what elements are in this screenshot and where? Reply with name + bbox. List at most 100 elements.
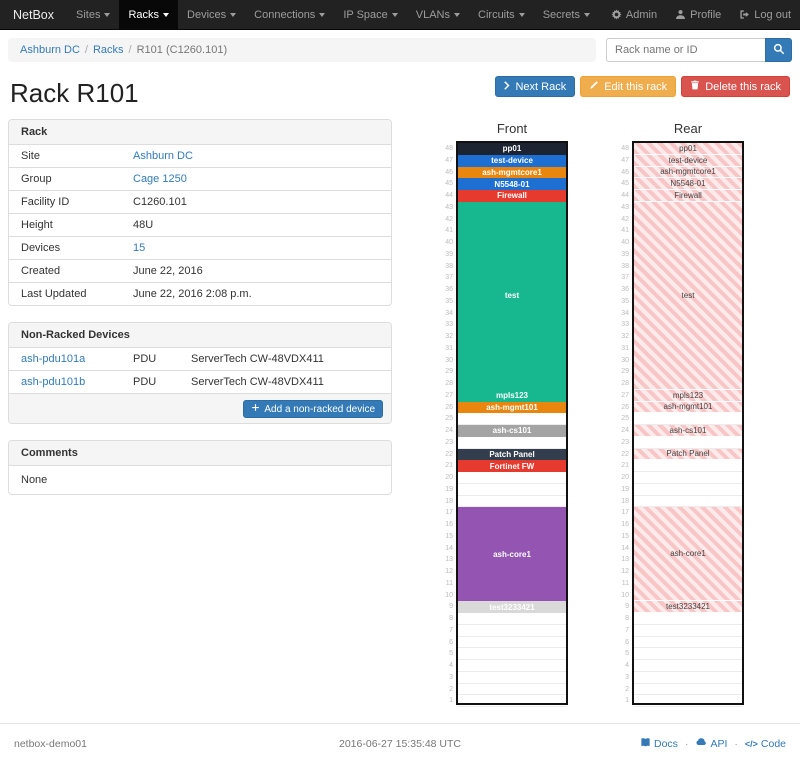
device-firewall-rear[interactable]: Firewall (634, 190, 742, 202)
nav-item-racks[interactable]: Racks (119, 0, 179, 29)
nav-item-vlans[interactable]: VLANs (407, 0, 469, 29)
device-test-front[interactable]: test (458, 201, 566, 390)
nav-item-profile[interactable]: Profile (666, 0, 730, 29)
next-rack-button[interactable]: Next Rack (495, 76, 576, 97)
unit-number: 36 (621, 286, 629, 293)
nav-item-devices[interactable]: Devices (178, 0, 245, 29)
rear-elevation: Rear 48 47 46 45 44 43 42 41 40 39 38 37 36 35 34 33 32 3… (616, 121, 744, 707)
breadcrumb-item-racks[interactable]: Racks (92, 44, 124, 56)
device-ash-cs101-rear[interactable]: ash-cs101 (634, 425, 742, 437)
device-ash-mgmtcore1-front[interactable]: ash-mgmtcore1 (458, 166, 566, 179)
device-pp01-front[interactable]: pp01 (458, 143, 566, 155)
rack-slot-u6 (458, 637, 566, 649)
footer-links: Docs · API · </> Code (545, 736, 786, 751)
footer-link-api[interactable]: API (695, 736, 727, 751)
unit-number: 7 (625, 626, 629, 634)
device-ash-mgmt101-rear[interactable]: ash-mgmt101 (634, 401, 742, 414)
unit-number: 15 (445, 532, 453, 540)
device-test3233421-rear[interactable]: test3233421 (634, 601, 742, 613)
unit-number: 14 (445, 544, 453, 552)
unit-number: 35 (621, 297, 629, 305)
device-role: PDU (133, 353, 157, 365)
comments-panel: Comments None (8, 440, 392, 495)
attr-label: Group (21, 173, 52, 185)
cloud-icon (695, 736, 707, 751)
nav-item-secrets[interactable]: Secrets (534, 0, 599, 29)
unit-number-gutter: 48 47 46 45 44 43 42 41 40 39 38 37 36 35 34 33 32 31 30 29… (616, 141, 632, 707)
rack-slot-u5 (458, 648, 566, 660)
edit-rack-button[interactable]: Edit this rack (580, 76, 677, 97)
device-firewall-front[interactable]: Firewall (458, 190, 566, 202)
rear-rack-box: pp01 test-device ash-mgmtcore1 N5548-01 Fire… (632, 141, 744, 707)
unit-number: 46 (621, 168, 629, 176)
footer-link-separator: · (684, 737, 689, 750)
page-footer: netbox-demo01 2016-06-27 15:35:48 UTC Do… (0, 723, 800, 773)
footer-link-docs[interactable]: Docs (640, 737, 678, 751)
nav-item-connections[interactable]: Connections (245, 0, 334, 29)
attr-value[interactable]: Cage 1250 (133, 173, 187, 185)
device-mpls123-rear[interactable]: mpls123 (634, 389, 742, 402)
left-column: Rack Site Ashburn DC Group Cage 1250 Facilit… (8, 119, 392, 707)
nav-item-admin[interactable]: Admin (602, 0, 666, 29)
device-patch-panel-front[interactable]: Patch Panel (458, 448, 566, 461)
footer-link-code[interactable]: </> Code (745, 738, 786, 750)
device-link[interactable]: ash-pdu101a (21, 353, 86, 365)
unit-number: 40 (621, 239, 629, 246)
rack-search (606, 38, 792, 62)
next-rack-label: Next Rack (515, 80, 567, 93)
unit-number: 2 (625, 685, 629, 693)
device-ash-mgmt101-front[interactable]: ash-mgmt101 (458, 401, 566, 414)
unit-number: 6 (625, 638, 629, 646)
device-ash-mgmtcore1-rear[interactable]: ash-mgmtcore1 (634, 166, 742, 179)
device-mpls123-front[interactable]: mpls123 (458, 389, 566, 402)
device-ash-cs101-front[interactable]: ash-cs101 (458, 425, 566, 437)
add-non-racked-button[interactable]: Add a non-racked device (243, 400, 383, 418)
page-head: Rack R101 Next Rack Edit this rack Delet… (10, 70, 790, 109)
rack-slot-u23 (458, 437, 566, 449)
unit-number: 39 (445, 250, 453, 258)
device-fortinet-fw-front[interactable]: Fortinet FW (458, 460, 566, 472)
nav-item-sites[interactable]: Sites (67, 0, 119, 29)
attr-value[interactable]: 15 (133, 242, 146, 254)
device-ash-core1-front[interactable]: ash-core1 (458, 507, 566, 602)
device-test3233421-front[interactable]: test3233421 (458, 601, 566, 613)
breadcrumb-item-ashburn-dc[interactable]: Ashburn DC (20, 44, 80, 56)
device-ash-core1-rear[interactable]: ash-core1 (634, 507, 742, 602)
app-brand[interactable]: NetBox (13, 7, 54, 22)
device-link[interactable]: ash-pdu101b (21, 376, 86, 388)
unit-number: 25 (445, 415, 453, 423)
front-elevation: Front 48 47 46 45 44 43 42 41 40 39 38 37 36 35 34 33 32… (440, 121, 568, 707)
unit-number: 30 (445, 356, 453, 364)
device-pp01-rear[interactable]: pp01 (634, 143, 742, 155)
device-test-device-front[interactable]: test-device (458, 154, 566, 167)
search-input[interactable] (606, 38, 765, 62)
nav-item-log-out[interactable]: Log out (730, 0, 800, 29)
unit-number: 10 (621, 591, 629, 599)
book-icon (640, 737, 651, 751)
device-n5548-01-front[interactable]: N5548-01 (458, 178, 566, 190)
non-racked-panel: Non-Racked Devices ash-pdu101a PDU ServerT… (8, 322, 392, 424)
user-icon (675, 9, 686, 20)
unit-number: 31 (621, 344, 629, 352)
breadcrumb-separator: / (84, 44, 88, 56)
unit-number: 17 (621, 509, 629, 517)
search-button[interactable] (765, 38, 792, 62)
unit-number: 9 (625, 603, 629, 611)
footer-timestamp: 2016-06-27 15:35:48 UTC (339, 737, 461, 750)
device-test-device-rear[interactable]: test-device (634, 154, 742, 167)
unit-number: 6 (449, 638, 453, 646)
attr-value[interactable]: Ashburn DC (133, 150, 193, 162)
unit-number: 47 (445, 156, 453, 164)
device-n5548-01-rear[interactable]: N5548-01 (634, 178, 742, 190)
device-type: ServerTech CW-48VDX411 (191, 376, 324, 388)
nav-item-label: Log out (754, 8, 791, 21)
unit-number: 1 (625, 697, 629, 705)
nav-item-ip-space[interactable]: IP Space (334, 0, 406, 29)
nav-item-circuits[interactable]: Circuits (469, 0, 534, 29)
delete-rack-button[interactable]: Delete this rack (681, 76, 790, 97)
device-test-rear[interactable]: test (634, 201, 742, 390)
device-patch-panel-rear[interactable]: Patch Panel (634, 448, 742, 461)
unit-number: 48 (621, 145, 629, 152)
attr-label: Facility ID (21, 196, 70, 208)
unit-number: 20 (621, 474, 629, 481)
